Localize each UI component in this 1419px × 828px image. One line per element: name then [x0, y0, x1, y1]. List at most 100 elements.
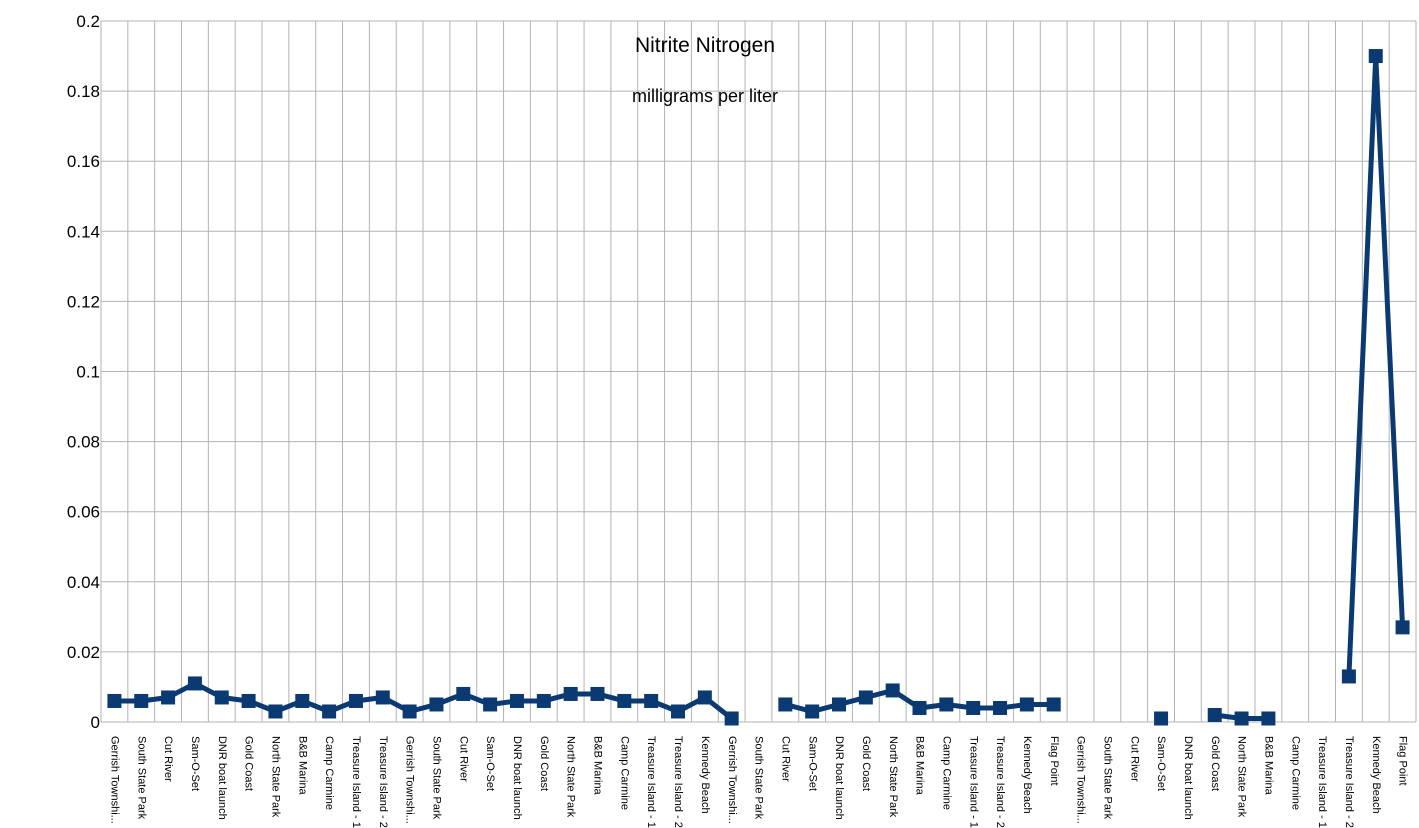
grid	[100, 20, 1417, 723]
data-point	[1154, 711, 1169, 726]
data-point	[161, 690, 176, 705]
x-tick-label: North State Park	[565, 736, 577, 818]
y-axis-ticks: 0 0.02 0.04 0.06 0.08 0.1 0.12 0.14 0.16 0.18 0.2	[67, 12, 100, 732]
data-point	[617, 693, 632, 708]
data-point	[670, 704, 685, 719]
data-point	[644, 693, 659, 708]
x-tick-label: North State Park	[887, 736, 899, 818]
data-point	[966, 700, 981, 715]
data-point	[778, 697, 793, 712]
x-axis-ticks: Gerrish Townshi... South State Park Cut Ri…	[109, 736, 1409, 828]
data-point	[832, 697, 847, 712]
data-point	[214, 690, 229, 705]
data-point	[1368, 49, 1383, 64]
data-point	[241, 693, 256, 708]
y-tick-label: 0.18	[67, 82, 100, 101]
data-point	[295, 693, 310, 708]
x-tick-label: Cut River	[1128, 736, 1140, 782]
data-point	[1046, 697, 1061, 712]
x-tick-label: Gold Coast	[243, 736, 255, 791]
series-markers	[107, 49, 1410, 726]
x-tick-label: Gold Coast	[860, 736, 872, 791]
data-point	[1234, 711, 1249, 726]
x-tick-label: Cut River	[779, 736, 791, 782]
data-point	[187, 676, 202, 691]
x-tick-label: Kennedy Beach	[1370, 736, 1382, 814]
y-tick-label: 0.16	[67, 152, 100, 171]
x-tick-label: Camp Carmine	[1289, 736, 1301, 810]
data-point	[536, 693, 551, 708]
data-point	[322, 704, 337, 719]
data-point	[348, 693, 363, 708]
x-tick-label: Camp Carmine	[940, 736, 952, 810]
data-point	[456, 686, 471, 701]
data-point	[590, 686, 605, 701]
y-tick-label: 0.14	[67, 222, 100, 241]
x-tick-label: Gerrish Townshi...	[404, 736, 416, 824]
y-tick-label: 0.06	[67, 503, 100, 522]
y-tick-label: 0.12	[67, 292, 100, 311]
data-point	[1207, 707, 1222, 722]
x-tick-label: Treasure Island - 1	[350, 736, 362, 828]
x-tick-label: Treasure Island - 2	[994, 736, 1006, 828]
x-tick-label: North State Park	[1236, 736, 1248, 818]
x-tick-label: Camp Carmine	[618, 736, 630, 810]
x-tick-label: Sam-O-Set	[806, 736, 818, 791]
y-tick-label: 0.1	[76, 363, 100, 382]
data-point	[939, 697, 954, 712]
x-tick-label: Gold Coast	[538, 736, 550, 791]
y-tick-label: 0.08	[67, 433, 100, 452]
data-point	[885, 683, 900, 698]
data-point	[107, 693, 122, 708]
x-tick-label: Sam-O-Set	[189, 736, 201, 791]
x-tick-label: Treasure Island - 1	[1316, 736, 1328, 828]
data-point	[402, 704, 417, 719]
data-point	[429, 697, 444, 712]
chart-title: Nitrite Nitrogen	[635, 34, 775, 57]
data-point	[268, 704, 283, 719]
x-tick-label: B&B Marina	[592, 736, 604, 796]
x-tick-label: DNR boat launch	[833, 736, 845, 820]
x-tick-label: Camp Carmine	[323, 736, 335, 810]
y-tick-label: 0.2	[76, 12, 100, 31]
data-point	[1261, 711, 1276, 726]
x-tick-label: South State Park	[753, 736, 765, 820]
data-point	[509, 693, 524, 708]
y-tick-label: 0.04	[67, 573, 100, 592]
x-tick-label: Kennedy Beach	[699, 736, 711, 814]
x-tick-label: Cut River	[162, 736, 174, 782]
data-point	[993, 700, 1008, 715]
x-tick-label: Gerrish Townshi...	[109, 736, 121, 824]
x-tick-label: Treasure Island - 2	[1343, 736, 1355, 828]
x-tick-label: South State Park	[1101, 736, 1113, 820]
x-tick-label: Gerrish Townshi...	[1075, 736, 1087, 824]
x-tick-label: Sam-O-Set	[484, 736, 496, 791]
data-point	[1019, 697, 1034, 712]
data-point	[805, 704, 820, 719]
x-tick-label: Kennedy Beach	[1021, 736, 1033, 814]
x-tick-label: Flag Point	[1397, 736, 1409, 786]
series-line-segment	[1346, 53, 1406, 679]
x-tick-label: Gerrish Townshi...	[726, 736, 738, 824]
data-point	[858, 690, 873, 705]
x-tick-label: DNR boat launch	[216, 736, 228, 820]
x-tick-label: Cut River	[457, 736, 469, 782]
data-point	[563, 686, 578, 701]
x-tick-label: Treasure Island - 1	[645, 736, 657, 828]
x-tick-label: B&B Marina	[914, 736, 926, 796]
x-tick-label: DNR boat launch	[1182, 736, 1194, 820]
x-tick-label: Gold Coast	[1209, 736, 1221, 791]
x-tick-label: B&B Marina	[296, 736, 308, 796]
y-tick-label: 0	[91, 713, 100, 732]
x-tick-label: Sam-O-Set	[1155, 736, 1167, 791]
chart-subtitle: milligrams per liter	[632, 86, 778, 106]
x-tick-label: Treasure Island - 2	[672, 736, 684, 828]
data-point	[483, 697, 498, 712]
x-tick-label: B&B Marina	[1262, 736, 1274, 796]
y-tick-label: 0.02	[67, 643, 100, 662]
data-point	[1395, 620, 1410, 635]
data-point	[912, 700, 927, 715]
data-point	[1341, 669, 1356, 684]
